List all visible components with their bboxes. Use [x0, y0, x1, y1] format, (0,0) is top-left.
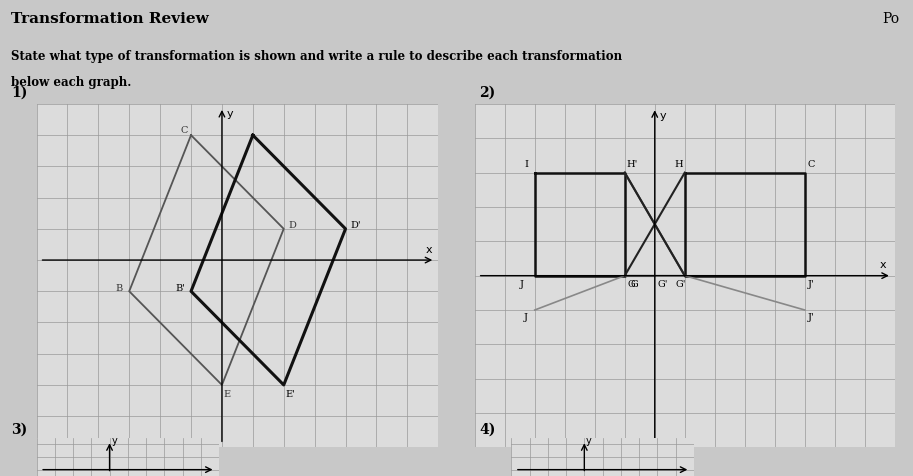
Text: G': G'	[676, 279, 687, 288]
Text: J': J'	[808, 312, 814, 321]
Text: D': D'	[351, 221, 361, 230]
Text: J: J	[524, 312, 529, 321]
Text: 1): 1)	[11, 86, 27, 99]
Text: D: D	[289, 221, 296, 230]
Text: B: B	[115, 283, 122, 292]
Text: y: y	[586, 435, 592, 445]
Text: H: H	[674, 159, 683, 169]
Text: y: y	[111, 435, 117, 445]
Text: y: y	[659, 110, 666, 120]
Text: 4): 4)	[479, 422, 496, 436]
Text: Transformation Review: Transformation Review	[11, 12, 209, 26]
Text: G: G	[631, 279, 638, 288]
Text: G: G	[628, 279, 635, 288]
Text: State what type of transformation is shown and write a rule to describe each tra: State what type of transformation is sho…	[11, 50, 622, 63]
Text: J': J'	[808, 279, 814, 288]
Text: C: C	[808, 159, 815, 169]
Text: 3): 3)	[11, 422, 27, 436]
Text: 2): 2)	[479, 86, 496, 99]
Text: C: C	[180, 126, 187, 135]
Text: y: y	[226, 109, 233, 119]
Text: G': G'	[657, 279, 668, 288]
Text: Po: Po	[882, 12, 899, 26]
Text: E': E'	[285, 389, 295, 398]
Text: H': H'	[626, 159, 637, 169]
Text: E: E	[224, 389, 231, 398]
Text: I: I	[524, 159, 529, 169]
Text: x: x	[880, 259, 887, 269]
Text: x: x	[425, 245, 433, 255]
Text: J: J	[519, 279, 524, 288]
Text: B': B'	[175, 283, 185, 292]
Text: below each graph.: below each graph.	[11, 76, 131, 89]
